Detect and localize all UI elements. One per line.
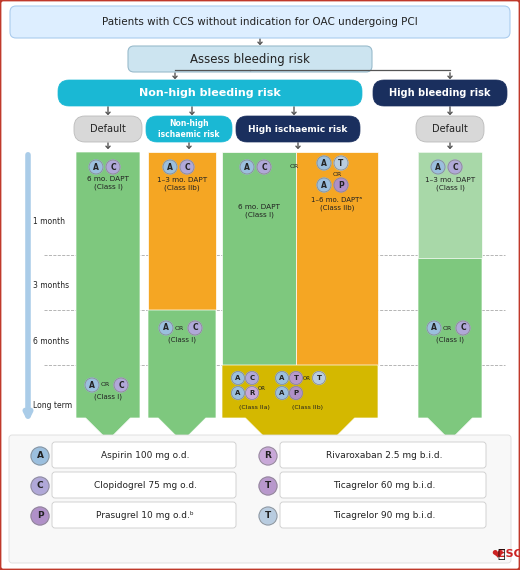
Circle shape — [431, 160, 445, 174]
Text: (Class I): (Class I) — [436, 185, 464, 192]
Circle shape — [163, 160, 177, 174]
Text: A: A — [279, 390, 284, 396]
Text: A: A — [163, 324, 169, 332]
Circle shape — [317, 156, 331, 170]
Circle shape — [231, 386, 244, 400]
Text: T: T — [265, 511, 271, 520]
Circle shape — [31, 507, 49, 525]
Circle shape — [180, 160, 194, 174]
FancyBboxPatch shape — [52, 442, 236, 468]
Text: C: C — [460, 324, 466, 332]
Text: High bleeding risk: High bleeding risk — [389, 88, 491, 98]
Text: R: R — [249, 390, 255, 396]
FancyBboxPatch shape — [236, 116, 360, 142]
Circle shape — [159, 321, 173, 335]
Polygon shape — [418, 152, 482, 441]
Text: OR: OR — [332, 173, 342, 177]
Text: OR: OR — [443, 325, 452, 331]
Text: 3 months: 3 months — [33, 280, 69, 290]
Polygon shape — [418, 152, 482, 258]
Text: A: A — [236, 375, 241, 381]
Text: OR: OR — [174, 325, 184, 331]
Text: A: A — [321, 158, 327, 168]
FancyBboxPatch shape — [128, 46, 372, 72]
Text: High ischaemic risk: High ischaemic risk — [249, 124, 348, 133]
Text: Default: Default — [90, 124, 126, 134]
Polygon shape — [222, 152, 296, 365]
Text: (Class IIb): (Class IIb) — [292, 405, 322, 409]
Text: R: R — [265, 451, 271, 461]
Text: A: A — [236, 390, 241, 396]
Text: 6 months: 6 months — [33, 337, 69, 347]
Text: OR: OR — [100, 382, 110, 388]
Text: T: T — [265, 482, 271, 491]
Circle shape — [334, 156, 348, 170]
Text: A: A — [431, 324, 437, 332]
Circle shape — [259, 477, 277, 495]
Circle shape — [317, 178, 331, 192]
FancyBboxPatch shape — [416, 116, 484, 142]
FancyBboxPatch shape — [146, 116, 232, 142]
Circle shape — [456, 321, 470, 335]
Text: A: A — [321, 181, 327, 189]
Text: T: T — [293, 375, 298, 381]
Circle shape — [89, 160, 103, 174]
Text: A: A — [435, 162, 441, 172]
Circle shape — [290, 372, 303, 385]
Text: C: C — [37, 482, 43, 491]
Text: A: A — [279, 375, 284, 381]
Text: 1 month: 1 month — [33, 218, 65, 226]
FancyBboxPatch shape — [10, 6, 510, 38]
Circle shape — [276, 386, 289, 400]
Circle shape — [106, 160, 120, 174]
Polygon shape — [148, 310, 216, 442]
FancyBboxPatch shape — [52, 472, 236, 498]
Text: Non-high
ischaemic risk: Non-high ischaemic risk — [158, 119, 220, 139]
Text: (Class I): (Class I) — [168, 337, 196, 343]
Text: A: A — [89, 381, 95, 389]
Text: C: C — [452, 162, 458, 172]
Text: 🫀: 🫀 — [497, 548, 505, 560]
FancyBboxPatch shape — [280, 442, 486, 468]
FancyBboxPatch shape — [58, 80, 362, 106]
Circle shape — [259, 447, 277, 465]
Text: (Class I): (Class I) — [94, 394, 122, 400]
Circle shape — [31, 447, 49, 465]
Circle shape — [114, 378, 128, 392]
Circle shape — [245, 386, 258, 400]
Text: 1–3 mo. DAPT: 1–3 mo. DAPT — [425, 177, 475, 183]
Text: C: C — [118, 381, 124, 389]
Text: (Class I): (Class I) — [244, 211, 274, 218]
Text: Aspirin 100 mg o.d.: Aspirin 100 mg o.d. — [101, 451, 189, 461]
Circle shape — [31, 477, 49, 495]
Text: 1–6 mo. DAPTᵃ: 1–6 mo. DAPTᵃ — [311, 197, 362, 203]
Text: T: T — [317, 375, 321, 381]
Text: C: C — [110, 162, 116, 172]
Circle shape — [290, 386, 303, 400]
Text: C: C — [184, 162, 190, 172]
Text: (Class IIb): (Class IIb) — [164, 185, 200, 192]
Text: Ticagrelor 60 mg b.i.d.: Ticagrelor 60 mg b.i.d. — [333, 482, 435, 491]
Text: A: A — [167, 162, 173, 172]
Text: (Class IIb): (Class IIb) — [320, 205, 354, 211]
Circle shape — [276, 372, 289, 385]
Circle shape — [257, 160, 271, 174]
Text: (Class I): (Class I) — [94, 184, 122, 190]
Polygon shape — [148, 152, 216, 310]
Text: A: A — [36, 451, 44, 461]
Text: Clopidogrel 75 mg o.d.: Clopidogrel 75 mg o.d. — [94, 482, 197, 491]
Circle shape — [448, 160, 462, 174]
Text: Default: Default — [432, 124, 468, 134]
Text: Rivaroxaban 2.5 mg b.i.d.: Rivaroxaban 2.5 mg b.i.d. — [326, 451, 442, 461]
Circle shape — [231, 372, 244, 385]
FancyBboxPatch shape — [52, 502, 236, 528]
Text: ❤: ❤ — [491, 547, 503, 561]
Circle shape — [188, 321, 202, 335]
Text: Prasugrel 10 mg o.d.ᵇ: Prasugrel 10 mg o.d.ᵇ — [96, 511, 194, 520]
Text: Long term: Long term — [33, 401, 72, 409]
Text: C: C — [250, 375, 255, 381]
Text: P: P — [293, 390, 298, 396]
Circle shape — [245, 372, 258, 385]
Text: A: A — [93, 162, 99, 172]
